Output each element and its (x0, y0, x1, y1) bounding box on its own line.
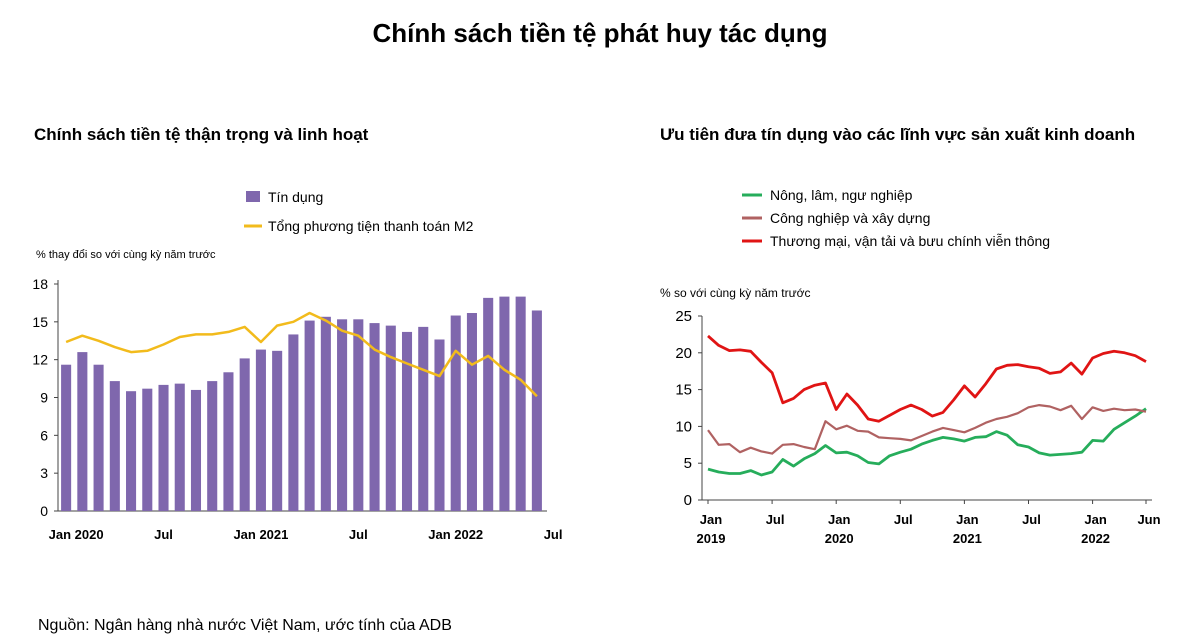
chart1-y-tick-label: 12 (32, 352, 48, 368)
chart1-credit-bar (483, 297, 494, 511)
chart1-credit-bar (288, 334, 299, 511)
chart1-credit-bar (499, 296, 510, 511)
chart1-x-tick-label: Jan 2021 (233, 527, 288, 542)
chart2-y-tick-label: 10 (675, 418, 692, 435)
chart1-credit-bar (304, 320, 315, 511)
chart1-y-tick-label: 15 (32, 314, 48, 330)
chart1-credit-bar (272, 350, 283, 511)
chart1-x-tick-label: Jan 2022 (428, 527, 483, 542)
chart1-x-tick-label: Jan 2020 (49, 527, 104, 542)
chart2-x-tick-year: 2021 (953, 531, 982, 546)
chart1-legend-m2-label: Tổng phương tiện thanh toán M2 (268, 218, 474, 234)
chart1-title: Chính sách tiền tệ thận trọng và linh ho… (34, 125, 369, 144)
chart2-x-tick-year: 2022 (1081, 531, 1110, 546)
chart1-credit-bar (353, 319, 364, 511)
source-note: Nguồn: Ngân hàng nhà nước Việt Nam, ước … (38, 617, 452, 634)
chart1-credit-bar (190, 389, 202, 511)
chart1-credit-bar (369, 323, 380, 511)
chart2-x-tick-label: Jan (956, 512, 978, 527)
chart1-credit-bar (320, 316, 331, 511)
chart2-y-tick-label: 5 (684, 455, 692, 472)
chart1-credit-bar (515, 296, 526, 511)
chart1-credit-bar (174, 383, 185, 511)
chart1-y-tick-label: 3 (40, 465, 48, 481)
chart1-credit-bar (531, 310, 542, 511)
chart1-credit-bar (93, 364, 104, 511)
chart1-credit-bar (385, 325, 396, 511)
chart2-trade-line (707, 334, 1147, 423)
chart1-credit-bar (337, 319, 348, 511)
chart2-x-tick-label: Jul (894, 512, 913, 527)
chart1-credit-bar (126, 391, 137, 511)
chart2-ylabel: % so với cùng kỳ năm trước (660, 286, 810, 300)
chart2-x-tick-label: Jan (1084, 512, 1106, 527)
chart1-y-tick-label: 18 (32, 276, 48, 292)
chart2-agri-line (707, 407, 1147, 477)
chart2-x-tick-year: 2019 (697, 531, 726, 546)
chart2-y-tick-label: 25 (675, 308, 692, 325)
chart1-credit-bar (223, 372, 234, 511)
chart1-credit-bar (466, 313, 477, 511)
chart1-x-tick-label: Jul (154, 527, 173, 542)
page-title: Chính sách tiền tệ phát huy tác dụng (372, 18, 828, 48)
chart1-credit-bar (158, 384, 169, 511)
chart1-credit-bar (418, 326, 429, 511)
chart1-credit-bar (77, 352, 88, 511)
chart1-credit-bar (142, 388, 153, 511)
chart2-x-tick-year: 2020 (825, 531, 854, 546)
chart2-y-tick-label: 20 (675, 345, 692, 362)
chart1-legend-credit-swatch (246, 191, 260, 202)
chart1-credit-bar (109, 381, 120, 511)
chart1-credit-bar (434, 339, 445, 511)
chart1-ylabel: % thay đổi so với cùng kỳ năm trước (36, 249, 216, 261)
chart1-y-tick-label: 9 (40, 390, 48, 406)
chart1-credit-bar (450, 315, 461, 511)
chart1-credit-bar (207, 381, 218, 511)
chart2-x-tick-label: Jul (1022, 512, 1041, 527)
chart1-x-tick-label: Jul (349, 527, 368, 542)
chart2-x-tick-label: Jan (700, 512, 722, 527)
chart1-credit-bar (255, 349, 266, 511)
chart1-y-tick-label: 0 (40, 503, 48, 519)
chart2-legend-agri-label: Nông, lâm, ngư nghiệp (770, 187, 913, 203)
chart2-y-tick-label: 0 (684, 492, 692, 509)
chart2-y-tick-label: 15 (675, 382, 692, 399)
chart1-credit-bar (239, 358, 250, 511)
chart1-legend-credit-label: Tín dụng (268, 189, 323, 205)
chart1-x-tick-label: Jul (544, 527, 563, 542)
chart2-x-tick-label: Jul (766, 512, 785, 527)
chart1-credit-bar (401, 331, 413, 511)
chart1-y-tick-label: 6 (40, 427, 48, 443)
chart2-legend-trade-label: Thương mại, vận tải và bưu chính viễn th… (770, 233, 1050, 249)
chart2-title: Ưu tiên đưa tín dụng vào các lĩnh vực sả… (660, 125, 1135, 144)
chart1-m2-line (65, 311, 538, 398)
chart2-legend-industry-label: Công nghiệp và xây dựng (770, 210, 930, 226)
chart1-credit-bar (61, 364, 72, 511)
chart2-x-tick-label: Jan (828, 512, 850, 527)
chart2-industry-line (707, 404, 1147, 455)
chart2-x-tick-label: Jun (1137, 512, 1160, 527)
